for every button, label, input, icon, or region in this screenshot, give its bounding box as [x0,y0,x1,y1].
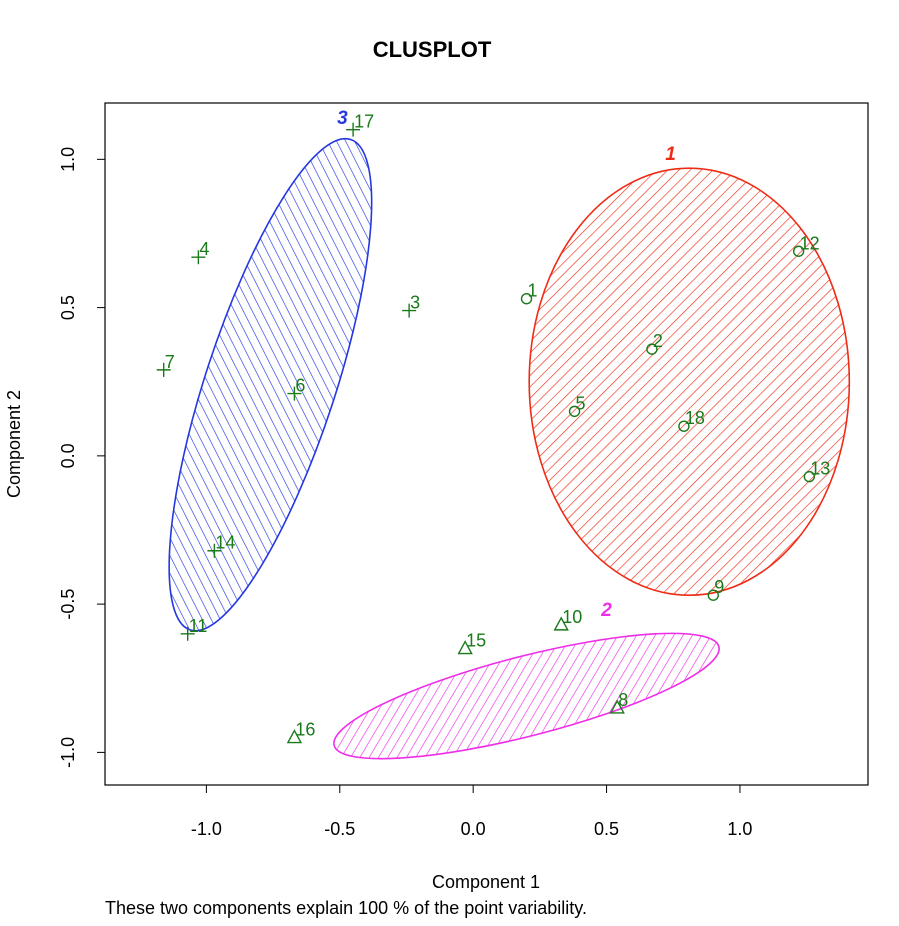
cluster-ellipses: 123 [168,108,851,760]
point-marker-7 [156,362,171,377]
point-label-14: 14 [215,533,235,553]
point-marker-12 [792,245,805,257]
point-marker-13 [803,470,816,483]
x-tick-label: -0.5 [324,819,355,839]
point-label-2: 2 [653,331,663,351]
cluster-ellipse-1 [528,167,851,597]
point-marker-17 [346,122,361,137]
point-marker-14 [207,543,222,558]
cluster-ellipse-2 [333,632,720,760]
point-marker-11 [180,626,195,641]
point-label-1: 1 [528,281,538,301]
point-marker-16 [286,729,303,744]
y-tick-label: -1.0 [58,737,78,768]
y-axis: -1.0 -0.5 0.0 0.5 1.0 [58,147,105,768]
cluster-label-2: 2 [600,600,612,621]
x-tick-label: 1.0 [727,819,752,839]
y-tick-label: 0.5 [58,295,78,320]
point-marker-15 [457,640,473,655]
point-marker-9 [707,589,719,601]
point-label-5: 5 [576,393,586,413]
y-tick-label: -0.5 [58,589,78,620]
x-tick-label: 0.5 [594,819,619,839]
point-label-16: 16 [295,720,315,740]
point-label-9: 9 [714,577,724,597]
point-marker-10 [553,616,569,631]
point-marker-5 [568,405,581,418]
point-label-18: 18 [685,408,705,428]
point-label-12: 12 [800,233,820,253]
point-marker-3 [402,303,417,318]
x-axis-label: Component 1 [432,872,540,892]
variability-note: These two components explain 100 % of th… [105,898,587,918]
x-axis: -1.0 -0.5 0.0 0.5 1.0 [191,784,752,839]
cluster-label-1: 1 [665,144,676,165]
point-marker-8 [609,699,625,714]
point-label-17: 17 [354,112,374,132]
point-label-4: 4 [199,239,209,259]
y-tick-label: 0.0 [58,443,78,468]
x-tick-label: 0.0 [461,819,486,839]
point-label-13: 13 [810,459,830,479]
point-label-8: 8 [618,690,628,710]
x-tick-label: -1.0 [191,819,222,839]
point-label-7: 7 [165,352,175,372]
y-tick-label: 1.0 [58,147,78,172]
point-label-10: 10 [562,607,582,627]
cluster-ellipse-3 [168,137,373,632]
y-axis-label: Component 2 [4,390,24,498]
point-marker-4 [191,250,206,265]
point-marker-18 [678,420,690,432]
point-label-15: 15 [466,631,486,651]
point-label-3: 3 [410,293,420,313]
point-marker-6 [287,386,302,401]
cluster-label-3: 3 [337,108,348,129]
point-label-11: 11 [189,616,208,636]
chart-title: CLUSPLOT [373,37,492,62]
point-marker-1 [520,293,533,305]
point-marker-2 [646,343,658,355]
point-label-6: 6 [295,376,305,396]
